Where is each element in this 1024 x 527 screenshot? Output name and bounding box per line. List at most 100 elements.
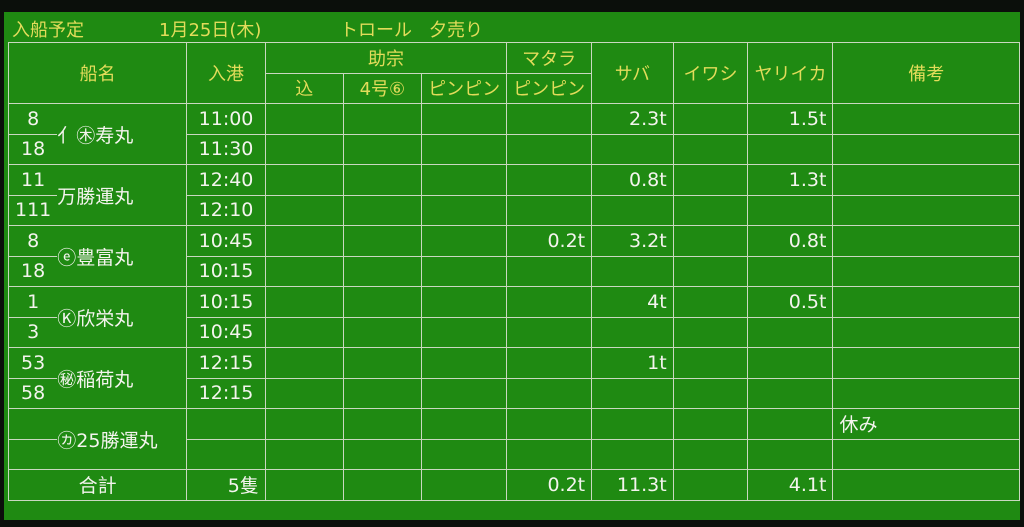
cell-yariika: [747, 194, 834, 226]
cell-yariika: 0.8t: [747, 225, 834, 257]
ship-name: ⺅㊍寿丸: [57, 103, 188, 165]
ship-row: 58 12:15: [8, 377, 1020, 409]
cell-saba: [591, 133, 674, 165]
cell-iwashi: [672, 286, 749, 318]
ship-number: 53: [8, 347, 58, 379]
cell-biko: [832, 164, 1020, 196]
cell-iwashi: [672, 164, 749, 196]
cell-matara: [506, 194, 593, 226]
cell-no4: [342, 316, 423, 348]
ship-row: 18 10:15: [8, 255, 1020, 287]
cell-no4: [342, 164, 423, 196]
arrival-time: 12:10: [186, 194, 266, 226]
ship-number: 8: [8, 225, 58, 257]
header-arrival: 入港: [186, 42, 266, 104]
cell-no4: [342, 103, 423, 135]
cell-iwashi: [672, 133, 749, 165]
ship-number: [8, 438, 58, 470]
ship-row: 8 ⺅㊍寿丸 11:00 2.3t 1.5t: [8, 103, 1020, 165]
board-type: トロール: [340, 20, 412, 41]
cell-no4: [342, 225, 423, 257]
cell-matara: 0.2t: [506, 225, 593, 257]
arrival-time: 11:30: [186, 133, 266, 165]
ship-name: 万勝運丸: [57, 164, 188, 226]
cell-saba: 1t: [591, 347, 674, 379]
cell-yariika: [747, 255, 834, 287]
arrival-time: 12:15: [186, 377, 266, 409]
cell-pinpin: [421, 408, 508, 440]
header-biko: 備考: [832, 42, 1020, 104]
cell-pinpin: [421, 377, 508, 409]
cell-yariika: [747, 347, 834, 379]
total-iwashi: [672, 469, 749, 501]
cell-yariika: 1.5t: [747, 103, 834, 135]
ship-row: 111 12:10: [8, 194, 1020, 226]
cell-pinpin: [421, 286, 508, 318]
header-komi: 込: [264, 72, 344, 104]
cell-biko: [832, 103, 1020, 135]
ship-row: ㋕25勝運丸 休み: [8, 408, 1020, 470]
cell-no4: [342, 286, 423, 318]
cell-matara: [506, 255, 593, 287]
ship-row: 1 Ⓚ欣栄丸 10:15 4t 0.5t: [8, 286, 1020, 348]
cell-saba: [591, 194, 674, 226]
cell-komi: [264, 286, 344, 318]
arrival-time: 12:15: [186, 347, 266, 379]
cell-komi: [264, 103, 344, 135]
arrival-time: 12:40: [186, 164, 266, 196]
ship-row: 8 ⓔ豊富丸 10:45 0.2t 3.2t 0.8t: [8, 225, 1020, 287]
cell-saba: [591, 408, 674, 440]
total-label: 合計: [7, 469, 188, 501]
cell-saba: [591, 255, 674, 287]
cell-saba: 2.3t: [591, 103, 674, 135]
cell-yariika: [747, 316, 834, 348]
cell-matara: [506, 133, 593, 165]
header-yariika: ヤリイカ: [747, 42, 834, 104]
cell-pinpin: [421, 347, 508, 379]
arrival-time: [186, 438, 266, 470]
total-ships: 5隻: [186, 469, 266, 501]
cell-komi: [264, 408, 344, 440]
cell-komi: [264, 164, 344, 196]
cell-biko: [832, 133, 1020, 165]
cell-yariika: [747, 133, 834, 165]
header-saba: サバ: [591, 42, 674, 104]
total-komi: [264, 469, 344, 501]
board-title: 入船予定: [12, 20, 84, 41]
total-no4: [342, 469, 423, 501]
cell-iwashi: [672, 103, 749, 135]
cell-pinpin: [421, 133, 508, 165]
arrival-time: 10:15: [186, 255, 266, 287]
total-saba: 11.3t: [591, 469, 674, 501]
cell-matara: [506, 164, 593, 196]
cell-saba: [591, 316, 674, 348]
cell-komi: [264, 377, 344, 409]
cell-pinpin: [421, 194, 508, 226]
cell-pinpin: [421, 316, 508, 348]
ship-number: 3: [8, 316, 58, 348]
cell-no4: [342, 408, 423, 440]
ship-number: 11: [8, 164, 58, 196]
cell-pinpin: [421, 225, 508, 257]
ship-number: 58: [8, 377, 58, 409]
total-matara: 0.2t: [506, 469, 593, 501]
ship-number: [8, 408, 58, 440]
header-matara: マタラ: [506, 42, 593, 74]
cell-pinpin: [421, 438, 508, 470]
cell-saba: [591, 438, 674, 470]
arrival-time: 11:00: [186, 103, 266, 135]
cell-komi: [264, 316, 344, 348]
header-iwashi: イワシ: [672, 42, 749, 104]
board-date: 1月25日(木): [159, 20, 262, 41]
cell-yariika: 0.5t: [747, 286, 834, 318]
header-sukeso: 助宗: [264, 42, 508, 74]
cell-iwashi: [672, 347, 749, 379]
cell-no4: [342, 133, 423, 165]
arrival-time: [186, 408, 266, 440]
header-ship: 船名: [7, 42, 188, 104]
header-matara-pinpin: ピンピン: [506, 72, 593, 104]
cell-yariika: [747, 408, 834, 440]
cell-biko: [832, 347, 1020, 379]
cell-biko: [832, 194, 1020, 226]
cell-matara: [506, 347, 593, 379]
